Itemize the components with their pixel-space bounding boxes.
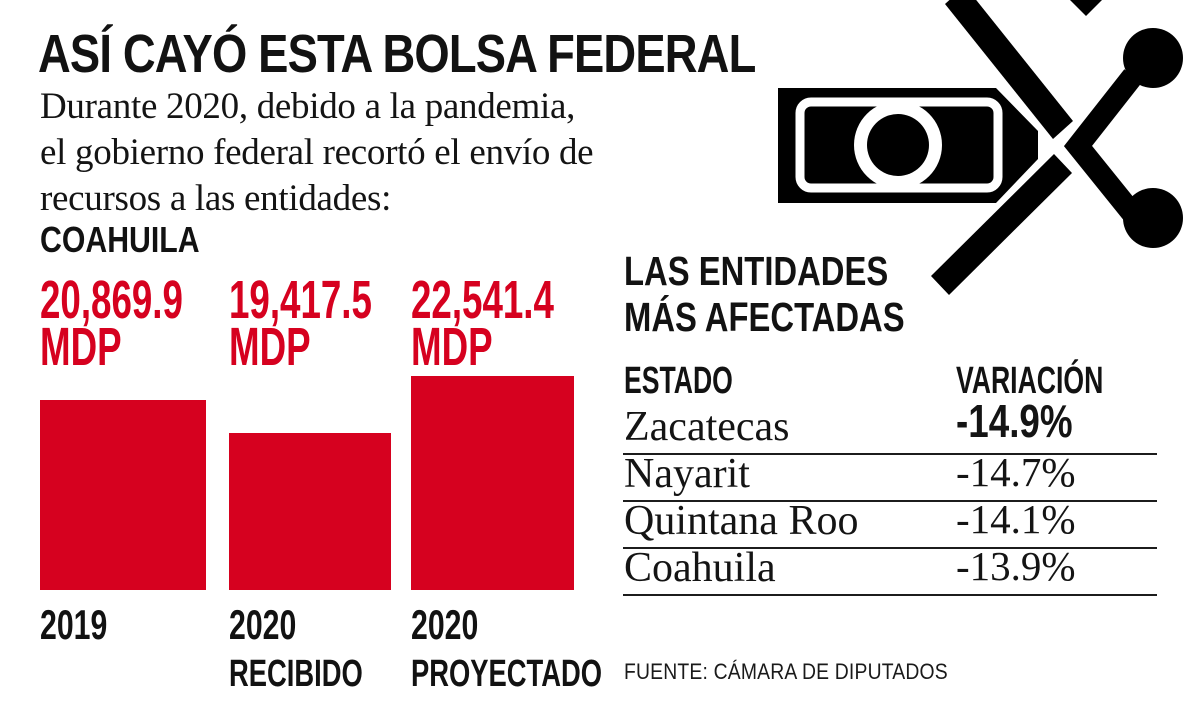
bar-value-unit: MDP bbox=[40, 317, 122, 377]
bar-2020-proyectado bbox=[411, 376, 574, 590]
bar-value-unit: MDP bbox=[229, 317, 311, 377]
bar-value-number: 22,541.4 bbox=[411, 270, 554, 330]
bar-group-2019: 20,869.9 MDP 2019 bbox=[40, 0, 206, 712]
table-row: Coahuila -13.9% bbox=[623, 543, 1157, 596]
bar-value-number: 20,869.9 bbox=[40, 270, 183, 330]
bar-value-number: 19,417.5 bbox=[229, 270, 372, 330]
bar-year-qualifier: RECIBIDO bbox=[229, 653, 363, 695]
page-title: ASÍ CAYÓ ESTA BOLSA FEDERAL bbox=[38, 24, 756, 84]
bar-value-label: 22,541.4 MDP bbox=[411, 273, 554, 377]
bar-value-label: 20,869.9 MDP bbox=[40, 273, 183, 377]
bar-axis-label: 2019 bbox=[40, 604, 133, 646]
bar-chart-coahuila: 20,869.9 MDP 2019 19,417.5 MDP 2020 RECI… bbox=[40, 0, 602, 712]
intro-paragraph: Durante 2020, debido a la pandemia, el g… bbox=[40, 86, 594, 219]
table-header-row: ESTADO VARIACIÓN bbox=[623, 362, 1157, 404]
blade-corner-fragment bbox=[1070, 0, 1102, 16]
cell-variacion: -14.1% bbox=[956, 496, 1076, 542]
scissors-ring-top bbox=[1123, 28, 1183, 88]
cell-estado: Coahuila bbox=[624, 545, 776, 591]
bar-2019 bbox=[40, 400, 206, 590]
cell-variacion: -14.7% bbox=[956, 449, 1076, 495]
cell-estado: Nayarit bbox=[624, 451, 750, 497]
chart-state-label: COAHUILA bbox=[40, 219, 200, 260]
bar-group-2020-proyectado: 22,541.4 MDP 2020 PROYECTADO bbox=[411, 0, 602, 712]
affected-entities-heading: LAS ENTIDADES MÁS AFECTADAS bbox=[624, 248, 905, 340]
bar-value-label: 19,417.5 MDP bbox=[229, 273, 372, 377]
money-cut-scissors-icon bbox=[778, 0, 1183, 295]
source-credit: FUENTE: CÁMARA DE DIPUTADOS bbox=[624, 659, 948, 684]
bar-year-qualifier: PROYECTADO bbox=[411, 653, 603, 695]
bar-year: 2019 bbox=[40, 601, 108, 648]
table-row: Quintana Roo -14.1% bbox=[623, 496, 1157, 549]
scissors-handles bbox=[1063, 69, 1145, 225]
scissors-blade-bottom bbox=[931, 154, 1072, 295]
column-header-variacion: VARIACIÓN bbox=[956, 360, 1104, 402]
scissors-ring-bottom bbox=[1123, 188, 1183, 248]
bar-2020-recibido bbox=[229, 433, 391, 590]
column-header-estado: ESTADO bbox=[624, 360, 733, 402]
bar-axis-label: 2020 PROYECTADO bbox=[411, 601, 676, 695]
bar-value-unit: MDP bbox=[411, 317, 493, 377]
bar-axis-label: 2020 RECIBIDO bbox=[229, 601, 415, 695]
cell-variacion: -14.9% bbox=[956, 395, 1073, 447]
cell-estado: Quintana Roo bbox=[624, 498, 859, 544]
affected-entities-table: ESTADO VARIACIÓN Zacatecas -14.9% Nayari… bbox=[623, 362, 1157, 596]
bar-group-2020-recibido: 19,417.5 MDP 2020 RECIBIDO bbox=[229, 0, 391, 712]
table-row: Zacatecas -14.9% bbox=[623, 398, 1157, 455]
table-row: Nayarit -14.7% bbox=[623, 449, 1157, 502]
cell-estado: Zacatecas bbox=[624, 404, 790, 450]
scissors-blade-top bbox=[945, 0, 1073, 139]
bar-year: 2020 bbox=[411, 601, 479, 648]
bar-year: 2020 bbox=[229, 601, 297, 648]
cell-variacion: -13.9% bbox=[956, 543, 1076, 589]
